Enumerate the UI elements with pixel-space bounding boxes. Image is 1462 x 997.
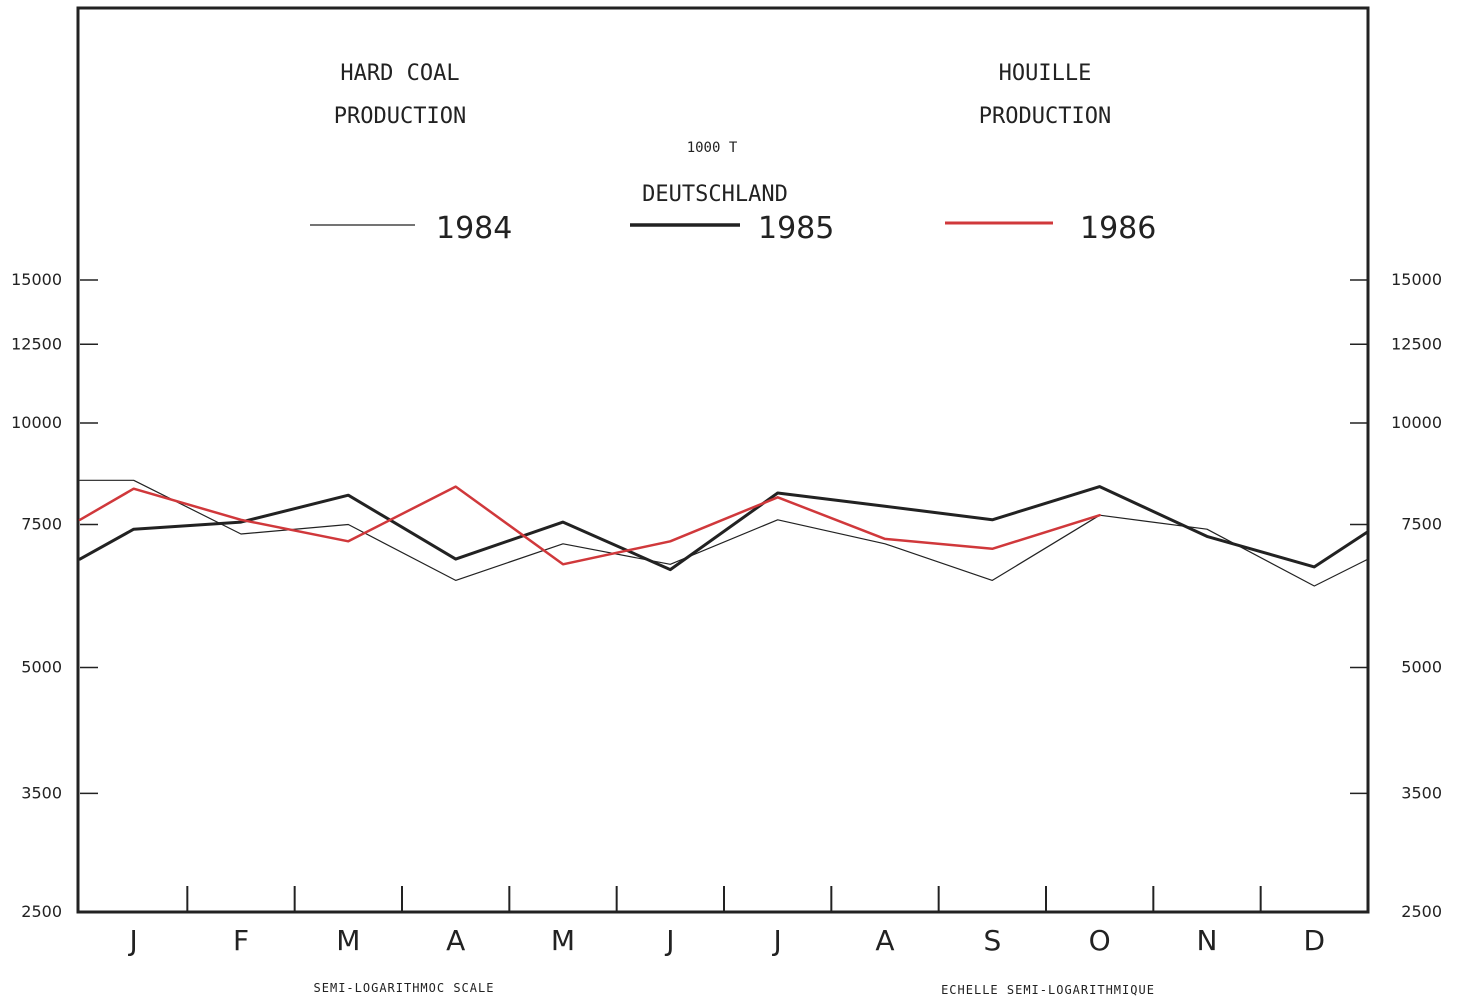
y-tick-label-right-3500: 3500 — [1401, 783, 1442, 802]
title-en-line1: HARD COAL — [340, 61, 459, 86]
legend-label-1984: 1984 — [436, 211, 512, 246]
month-label-9: S — [983, 924, 1001, 957]
month-label-10: O — [1089, 924, 1111, 957]
month-label-7: J — [772, 924, 782, 957]
y-tick-label-right-7500: 7500 — [1401, 514, 1442, 533]
legend-label-1985: 1985 — [758, 211, 834, 246]
month-label-4: A — [446, 924, 465, 957]
month-label-3: M — [336, 924, 360, 957]
y-tick-label-right-5000: 5000 — [1401, 658, 1442, 677]
y-tick-label-left-10000: 10000 — [11, 413, 62, 432]
country-label: DEUTSCHLAND — [642, 182, 788, 207]
y-tick-label-left-12500: 12500 — [11, 334, 62, 353]
month-label-12: D — [1304, 924, 1326, 957]
y-tick-label-right-2500: 2500 — [1401, 902, 1442, 921]
month-label-6: J — [664, 924, 674, 957]
note-semi-log-fr: ECHELLE SEMI-LOGARITHMIQUE — [941, 983, 1155, 997]
title-fr-line1: HOUILLE — [999, 61, 1092, 86]
month-label-1: J — [128, 924, 138, 957]
y-axis: 2500 2500 3500 3500 5000 5000 7500 7500 10000 100… — [11, 270, 1442, 921]
unit-label: 1000 T — [687, 140, 738, 156]
title-fr-line2: PRODUCTION — [979, 104, 1111, 129]
series-lines — [78, 479, 1370, 587]
y-tick-label-right-10000: 10000 — [1391, 413, 1442, 432]
y-tick-label-left-5000: 5000 — [21, 658, 62, 677]
series-line-1985 — [78, 485, 1370, 572]
title-en-line2: PRODUCTION — [334, 104, 466, 129]
y-tick-label-right-12500: 12500 — [1391, 334, 1442, 353]
month-label-8: A — [875, 924, 894, 957]
legend-label-1986: 1986 — [1080, 211, 1156, 246]
note-semi-log-en: SEMI-LOGARITHMOC SCALE — [314, 981, 495, 995]
y-tick-label-left-2500: 2500 — [21, 902, 62, 921]
y-tick-label-left-7500: 7500 — [21, 514, 62, 533]
series-line-1984 — [79, 479, 1369, 587]
series-line-1986 — [78, 485, 1101, 566]
legend: 1984 1985 1986 — [310, 211, 1156, 246]
y-tick-label-right-15000: 15000 — [1391, 270, 1442, 289]
month-label-2: F — [233, 924, 249, 957]
y-tick-label-left-3500: 3500 — [21, 783, 62, 802]
month-label-5: M — [551, 924, 575, 957]
month-label-11: N — [1197, 924, 1218, 957]
y-tick-label-left-15000: 15000 — [11, 270, 62, 289]
